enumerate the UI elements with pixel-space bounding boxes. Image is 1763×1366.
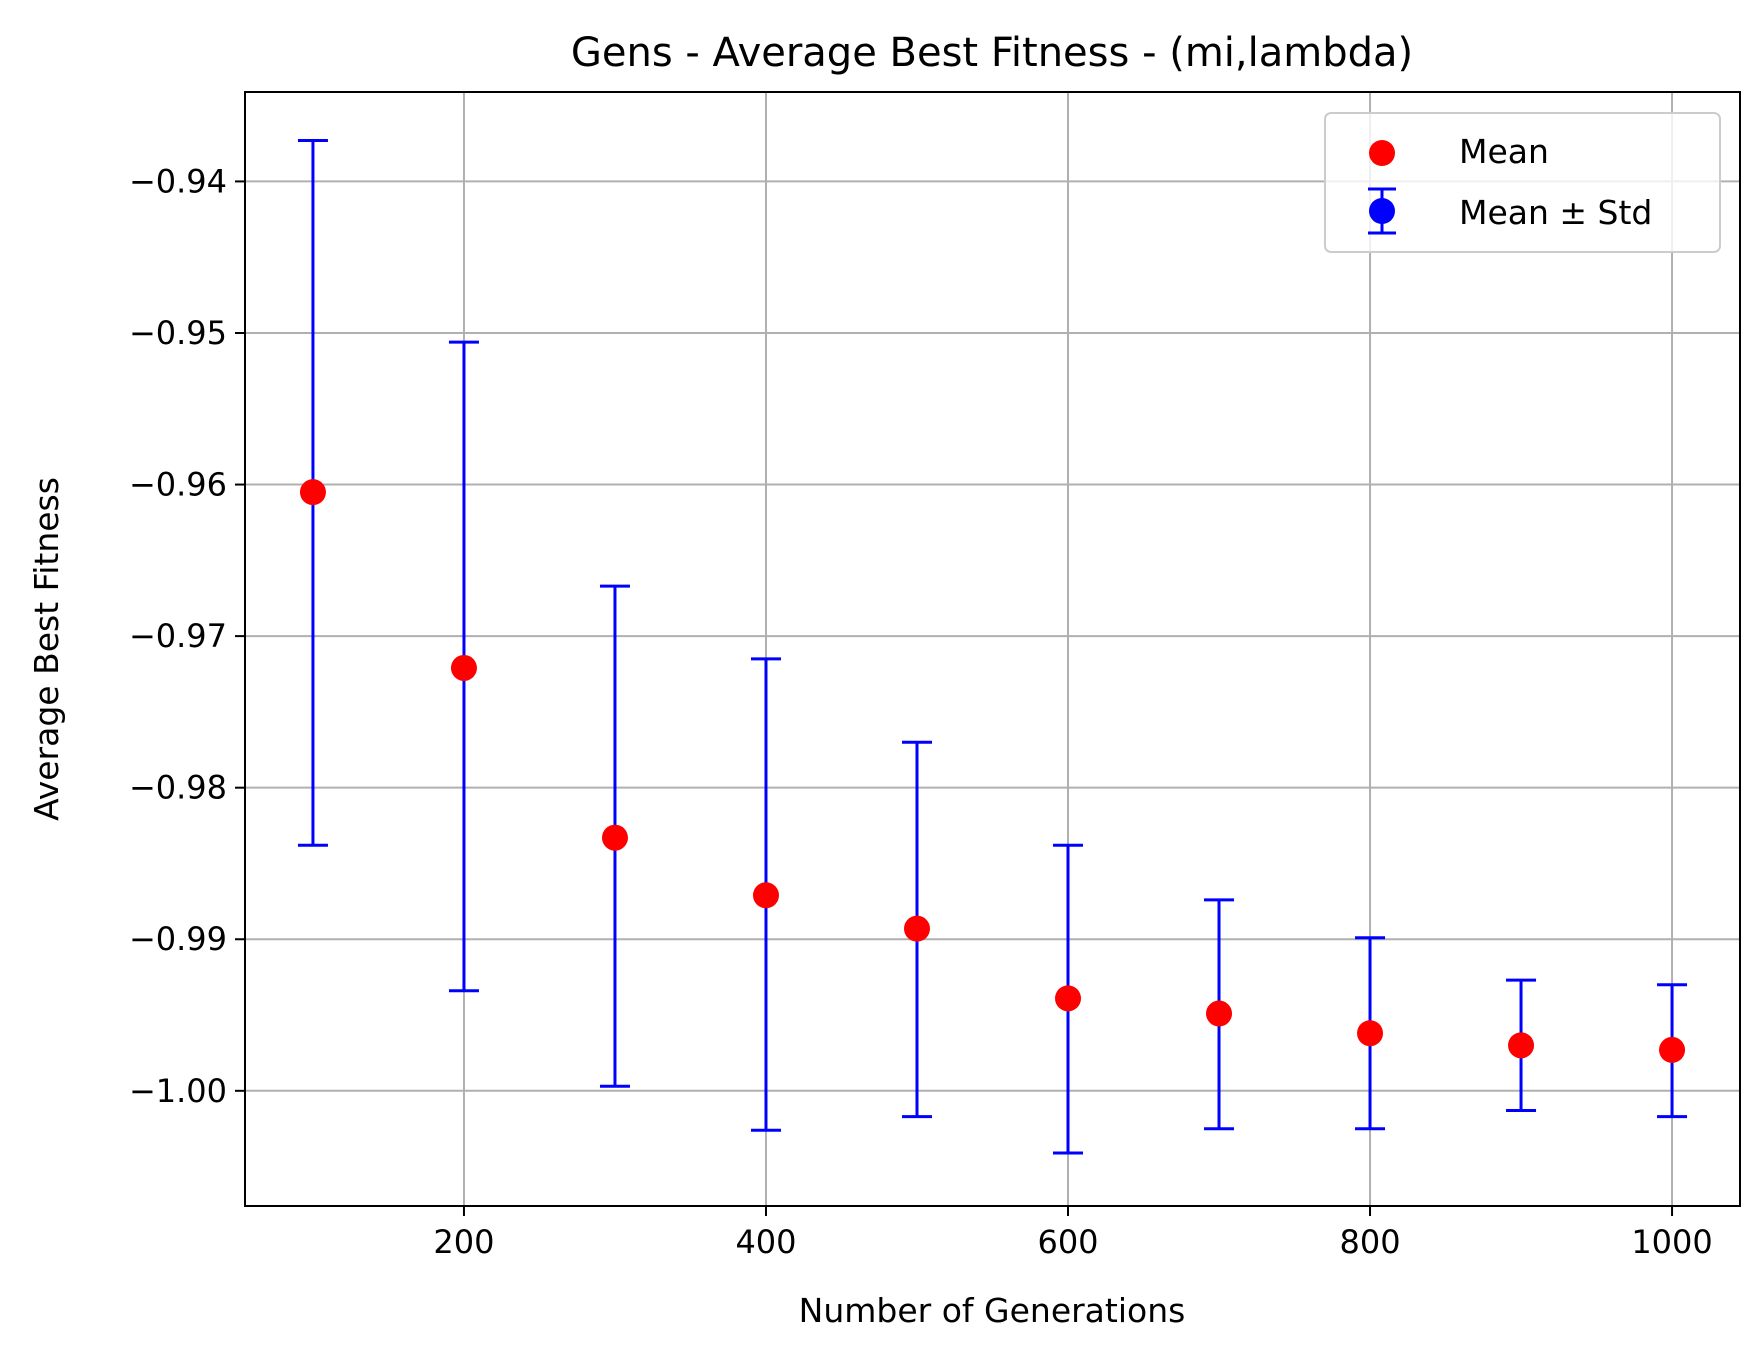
x-tick-label: 400	[735, 1223, 796, 1261]
mean-point	[1357, 1020, 1384, 1047]
mean-point	[1055, 985, 1082, 1012]
y-tick-label: −0.96	[129, 466, 227, 504]
y-tick-label: −0.98	[129, 769, 227, 807]
mean-point	[1659, 1036, 1686, 1063]
legend-mean-marker	[1369, 140, 1395, 166]
x-tick-label: 800	[1339, 1223, 1400, 1261]
y-tick-label: −0.97	[129, 617, 227, 655]
mean-point	[601, 824, 628, 851]
grid-lines	[245, 92, 1740, 1206]
x-tick-label: 600	[1037, 1223, 1098, 1261]
legend: Mean Mean ± Std	[1324, 112, 1721, 253]
mean-point	[1508, 1032, 1535, 1059]
y-tick-label: −0.99	[129, 920, 227, 958]
y-tick-label: −1.00	[129, 1072, 227, 1110]
plot-series	[297, 139, 1688, 1155]
mean-point	[903, 915, 930, 942]
legend-box	[1324, 112, 1721, 253]
axis-ticks: 200 400 600 800 1000 −0.94 −0.95 −0.96 −0.97 −0.9…	[129, 162, 1713, 1261]
plot-frame	[244, 91, 1741, 1207]
x-tick-label: 200	[433, 1223, 494, 1261]
mean-point	[450, 654, 477, 681]
legend-std-marker	[1369, 198, 1395, 224]
legend-mean-label: Mean	[1459, 132, 1549, 171]
mean-point	[1206, 1000, 1233, 1027]
legend-std-label: Mean ± Std	[1459, 193, 1652, 232]
mean-point	[752, 882, 779, 909]
x-tick-label: 1000	[1631, 1223, 1712, 1261]
y-axis-label: Average Best Fitness	[27, 477, 66, 821]
mean-point	[299, 479, 326, 506]
x-axis-label: Number of Generations	[799, 1291, 1186, 1330]
y-tick-label: −0.94	[129, 162, 227, 200]
y-tick-label: −0.95	[129, 314, 227, 352]
chart-title: Gens - Average Best Fitness - (mi,lambda…	[571, 30, 1413, 76]
